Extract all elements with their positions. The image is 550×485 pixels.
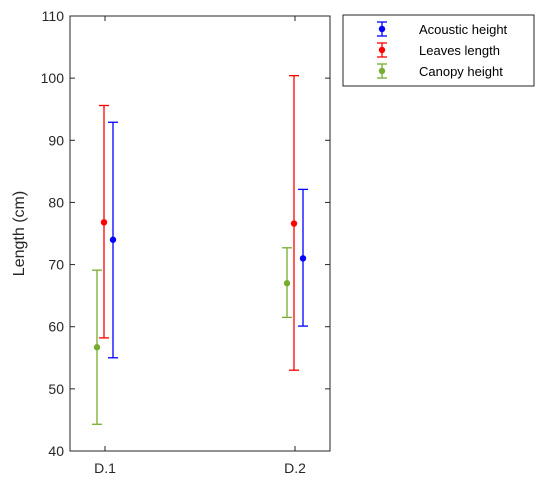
legend-marker <box>378 25 386 33</box>
data-point <box>109 236 117 243</box>
legend-label: Acoustic height <box>419 22 508 37</box>
legend-box <box>342 14 535 87</box>
y-tick-label: 100 <box>41 70 65 86</box>
x-tick-label: D.1 <box>94 460 116 476</box>
y-tick-label: 110 <box>42 8 65 24</box>
y-tick-label: 60 <box>48 319 64 335</box>
series-canopy-height <box>92 247 292 425</box>
legend-item: Canopy height <box>377 63 503 79</box>
data-point <box>290 220 298 227</box>
legend-item: Leaves length <box>377 42 500 58</box>
x-tick-label: D.2 <box>284 460 306 476</box>
y-tick-label: 70 <box>48 257 64 273</box>
y-tick-label: 80 <box>48 194 64 210</box>
legend-label: Canopy height <box>419 64 503 79</box>
data-point <box>299 255 307 262</box>
data-point <box>283 280 291 287</box>
chart-marks <box>92 75 308 425</box>
data-point <box>93 344 101 351</box>
y-axis-ticks: 40 50 60 70 80 90 100 110 <box>41 8 330 459</box>
plot-area <box>69 15 331 452</box>
y-tick-label: 40 <box>48 443 64 459</box>
series-leaves-length <box>99 75 299 371</box>
legend-item: Acoustic height <box>377 21 508 37</box>
y-tick-label: 90 <box>48 132 64 148</box>
y-tick-label: 50 <box>48 381 64 397</box>
legend-marker <box>378 46 386 54</box>
series-acoustic-height <box>108 121 308 359</box>
legend-label: Leaves length <box>419 43 500 58</box>
x-axis-ticks: D.1 D.2 <box>94 16 306 476</box>
legend-marker <box>378 67 386 75</box>
data-point <box>100 219 108 226</box>
y-axis-title: Length (cm) <box>11 191 28 276</box>
legend: Acoustic height Leaves length Canopy heigh… <box>342 14 535 87</box>
